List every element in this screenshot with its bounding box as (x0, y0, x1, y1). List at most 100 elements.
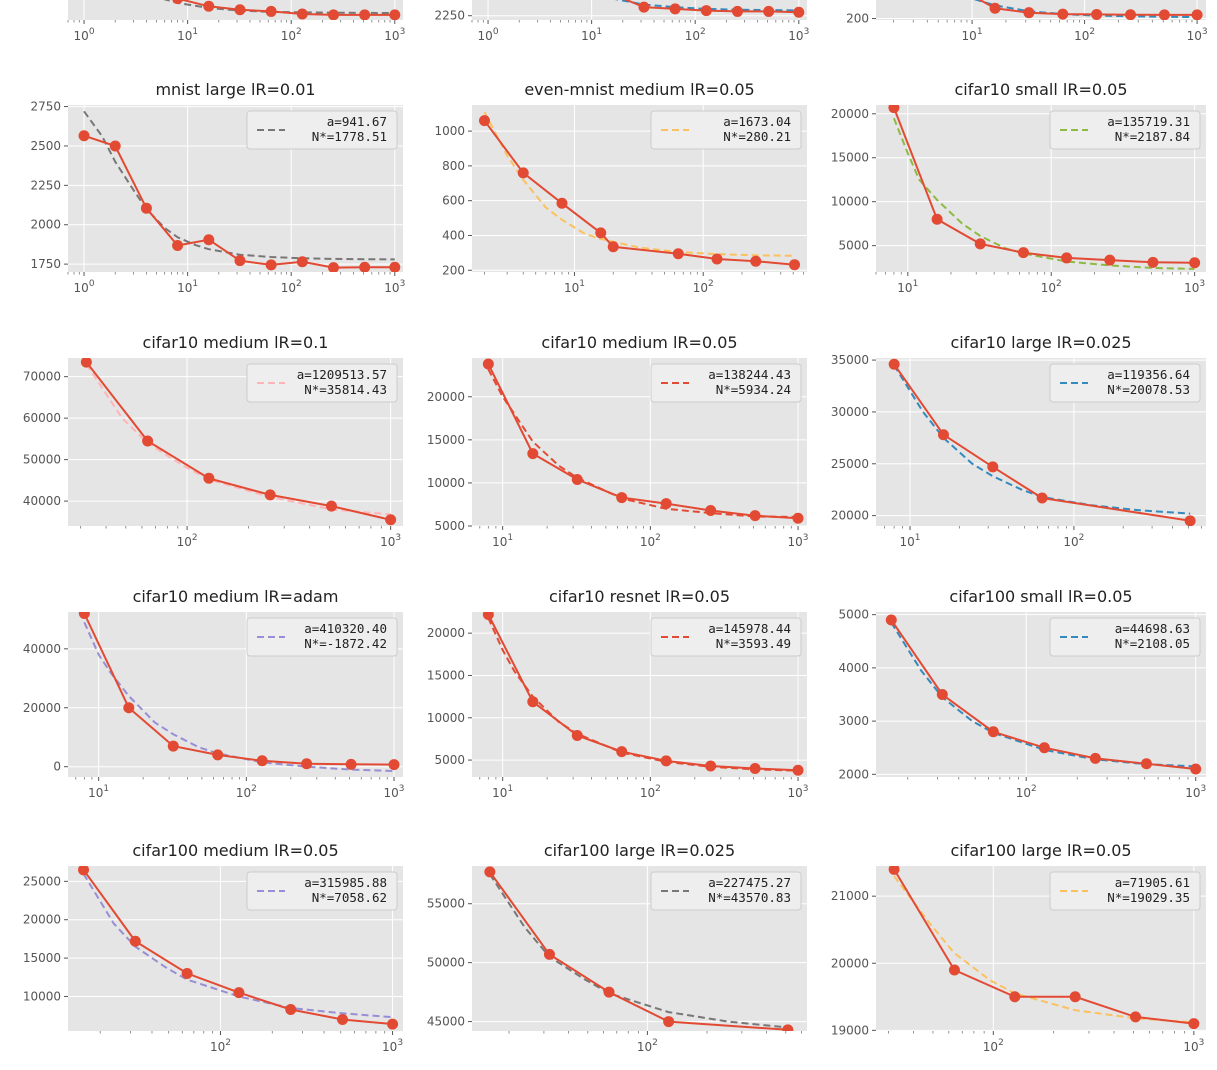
x-tick-label: 103 (382, 1038, 403, 1054)
y-tick-label: 3000 (838, 714, 869, 728)
data-point (1147, 256, 1159, 268)
chart-panel-5: 200 400 600 800 1000 101 102 even-mnist medium … (434, 80, 807, 295)
y-tick-label: 15000 (831, 151, 869, 165)
x-tick-label: 102 (685, 27, 706, 43)
x-tick-label: 103 (384, 27, 405, 43)
legend-n-value: N*=35814.43 (304, 382, 387, 397)
chart-title: cifar100 large lR=0.05 (950, 841, 1131, 860)
chart-title: cifar10 resnet lR=0.05 (549, 587, 730, 606)
data-point (181, 967, 193, 979)
data-point (763, 5, 775, 17)
chart-title: cifar10 medium lR=adam (133, 587, 339, 606)
data-point (233, 987, 245, 999)
data-point (989, 2, 1001, 14)
data-point (663, 1016, 675, 1028)
y-tick-label: 20000 (23, 701, 61, 715)
y-tick-label: 20000 (831, 107, 869, 121)
data-point (387, 1018, 399, 1030)
data-point (1069, 991, 1081, 1003)
data-point (1023, 7, 1035, 19)
data-point (359, 261, 371, 272)
chart-panel-1: 100 101 102 103 (67, 0, 405, 43)
x-tick-label: 100 (74, 27, 95, 43)
data-point (1140, 758, 1152, 770)
chart-title: cifar100 medium lR=0.05 (132, 841, 338, 860)
data-point (789, 259, 801, 271)
legend-n-value: N*=1778.51 (312, 129, 387, 144)
y-tick-label: 30000 (831, 405, 869, 419)
data-point (669, 3, 681, 15)
fit-curve (489, 873, 788, 1029)
data-line (978, 0, 1198, 16)
y-tick-label: 2000 (838, 767, 869, 781)
legend-box (246, 617, 398, 657)
x-tick-label: 102 (281, 27, 302, 43)
y-tick-label: 5000 (838, 239, 869, 253)
data-point (172, 0, 183, 5)
data-point (543, 948, 555, 960)
y-tick-label: 10000 (831, 195, 869, 209)
plot-area (876, 0, 1206, 20)
data-point (888, 105, 900, 114)
x-tick-label: 102 (1074, 27, 1095, 43)
y-tick-label: 35000 (831, 353, 869, 367)
series-group (78, 866, 399, 1030)
y-tick-label: 800 (442, 159, 465, 173)
y-tick-label: 400 (442, 228, 465, 242)
data-point (937, 429, 949, 441)
data-point (749, 763, 761, 775)
legend-box (1049, 871, 1201, 911)
data-point (885, 614, 897, 626)
y-tick-label: 5000 (434, 519, 465, 533)
fit-curve (483, 111, 795, 257)
chart-panel-3: 200 101 102 103 (846, 0, 1208, 43)
series-group (482, 612, 804, 776)
data-point (595, 227, 607, 239)
data-point (389, 9, 401, 20)
data-point (80, 358, 92, 368)
data-point (1158, 9, 1170, 20)
x-tick-label: 102 (1016, 784, 1037, 800)
data-point (203, 234, 215, 246)
legend-a-value: a=138244.43 (708, 367, 791, 382)
data-point (1104, 254, 1116, 266)
y-tick-label: 0 (53, 760, 61, 774)
x-tick-label: 101 (177, 27, 198, 43)
chart-panel-7: 40000 50000 60000 70000 102 103 cifar10 medium… (23, 333, 403, 549)
data-point (732, 5, 744, 17)
data-point (345, 758, 357, 770)
y-tick-label: 60000 (23, 411, 61, 425)
x-tick-label: 101 (581, 27, 602, 43)
fit-curve (83, 110, 395, 261)
data-point (203, 472, 215, 484)
data-point (78, 612, 90, 619)
data-point (265, 5, 277, 17)
y-tick-label: 2500 (30, 139, 61, 153)
y-tick-label: 21000 (831, 889, 869, 903)
legend-a-value: a=145978.44 (708, 621, 791, 636)
data-point (1130, 1011, 1142, 1023)
data-point (1125, 9, 1137, 20)
data-point (256, 755, 268, 767)
x-tick-label: 102 (1063, 533, 1084, 549)
legend: a=44698.63N*=2108.05 (1049, 617, 1201, 657)
data-point (482, 612, 494, 621)
data-point (607, 241, 619, 253)
chart-title: mnist large lR=0.01 (155, 80, 315, 99)
chart-panel-10: 0 20000 40000 101 102 103 cifar10 medium lR=ad… (23, 587, 405, 800)
chart-title: cifar10 medium lR=0.1 (143, 333, 329, 352)
y-tick-label: 2000 (30, 218, 61, 232)
data-point (1190, 763, 1202, 775)
y-tick-label: 10000 (23, 989, 61, 1003)
data-line (85, 361, 391, 521)
legend-n-value: N*=280.21 (723, 129, 791, 144)
data-point (328, 9, 339, 20)
data-point (750, 255, 762, 267)
legend: a=1673.04N*=280.21 (650, 110, 802, 150)
legend-box (1049, 617, 1201, 657)
data-point (705, 504, 717, 516)
legend-n-value: N*=20078.53 (1107, 382, 1190, 397)
y-tick-label: 10000 (427, 711, 465, 725)
legend-n-value: N*=2108.05 (1115, 636, 1190, 651)
data-point (265, 259, 277, 271)
